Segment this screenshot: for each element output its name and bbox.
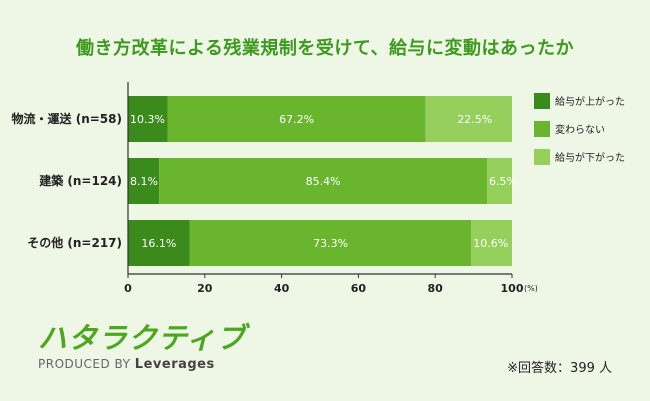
data-label: 8.1% [130,175,158,188]
data-label: 85.4% [306,175,341,188]
category-label: 建築 (n=124) [38,173,122,188]
category-label: その他 (n=217) [27,235,122,250]
data-label: 22.5% [457,113,492,126]
data-label: 10.6% [473,237,508,250]
data-label: 67.2% [279,113,314,126]
data-label: 73.3% [313,237,348,250]
bar-segment-1 [128,220,190,266]
chart-title: 働き方改革による残業規制を受けて、給与に変動はあったか [75,38,575,59]
x-tick-label: 80 [428,282,444,295]
x-axis-unit: (%) [524,284,538,293]
brand-label: Leverages [134,357,215,372]
logo-wordmark: ハタラクティブ [38,321,247,355]
bar-segment-2 [167,96,426,142]
x-tick-label: 40 [274,282,290,295]
bar-segment-1 [128,158,160,204]
legend-swatch [534,121,550,137]
bar-segment-2 [189,220,472,266]
legend-label: 変わらない [555,123,605,136]
x-tick-label: 20 [197,282,213,295]
legend-label: 給与が上がった [555,95,625,108]
bar-segment-3 [487,158,512,204]
produced-by-label: PRODUCED BY [38,357,131,371]
legend-swatch [534,93,550,109]
logo-credit: PRODUCED BY Leverages [38,357,246,372]
legend-label: 給与が下がった [555,151,625,164]
x-tick-label: 0 [124,282,132,295]
respondent-count-note: ※回答数：399 人 [507,361,612,376]
bar-segment-3 [425,96,512,142]
x-tick-label: 100 [501,282,524,295]
x-tick-label: 60 [351,282,367,295]
bar-segment-1 [128,96,168,142]
data-label: 16.1% [141,237,176,250]
hataractive-logo: ハタラクティブ PRODUCED BY Leverages [38,322,246,372]
data-label: 10.3% [130,113,165,126]
category-label: 物流・運送 (n=58) [12,111,122,126]
bar-segment-2 [159,158,488,204]
bar-segment-3 [471,220,512,266]
legend-swatch [534,149,550,165]
data-label: 6.5% [489,175,517,188]
